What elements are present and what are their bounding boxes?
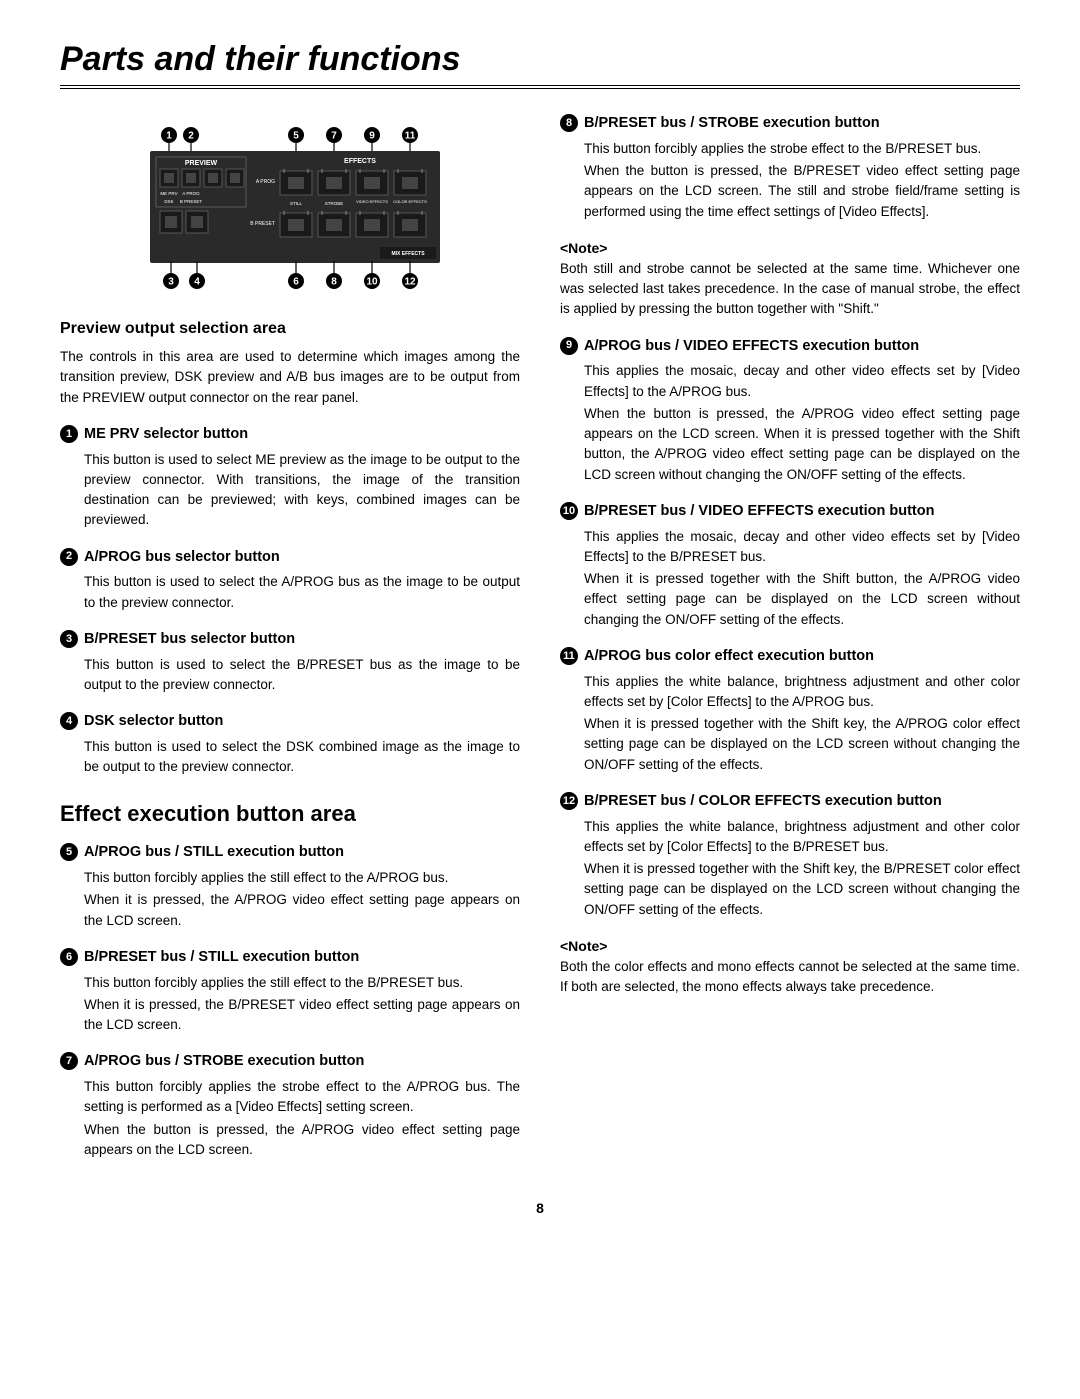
svg-text:A PROG: A PROG: [256, 179, 275, 185]
item-body: This applies the mosaic, decay and other…: [560, 361, 1020, 485]
svg-text:3: 3: [168, 277, 174, 288]
effect-area-heading: Effect execution button area: [60, 797, 520, 830]
callout-number: 8: [560, 114, 578, 132]
svg-text:B PRESET: B PRESET: [180, 199, 203, 204]
item-2: 2 A/PROG bus selector button This button i…: [60, 547, 520, 613]
item-body: This button forcibly applies the strobe …: [560, 139, 1020, 222]
callout-number: 7: [60, 1052, 78, 1070]
item-1: 1 ME PRV selector button This button is us…: [60, 424, 520, 531]
item-8: 8 B/PRESET bus / STROBE execution button T…: [560, 113, 1020, 222]
item-body: This button forcibly applies the still e…: [60, 973, 520, 1036]
note-2-body: Both the color effects and mono effects …: [560, 957, 1020, 998]
item-12: 12 B/PRESET bus / COLOR EFFECTS execution…: [560, 791, 1020, 920]
page-number: 8: [60, 1200, 1020, 1216]
note-2-head: <Note>: [560, 936, 1020, 957]
page-title: Parts and their functions: [60, 40, 1020, 89]
item-title: A/PROG bus / STROBE execution button: [84, 1051, 364, 1073]
item-body: This applies the white balance, brightne…: [560, 817, 1020, 920]
item-title: A/PROG bus selector button: [84, 547, 280, 569]
svg-text:EFFECTS: EFFECTS: [344, 158, 376, 165]
svg-text:PREVIEW: PREVIEW: [185, 160, 218, 167]
item-body: This button is used to select ME preview…: [60, 450, 520, 531]
svg-text:COLOR EFFECTS: COLOR EFFECTS: [393, 199, 427, 204]
callout-number: 4: [60, 712, 78, 730]
item-title: B/PRESET bus / VIDEO EFFECTS execution b…: [584, 501, 934, 523]
svg-text:4: 4: [194, 277, 200, 288]
item-7: 7 A/PROG bus / STROBE execution button Thi…: [60, 1051, 520, 1160]
svg-text:STILL: STILL: [290, 201, 303, 206]
panel-diagram: 1257911 PREVIEW ME PRV A PROG DSK B PRES…: [120, 121, 460, 301]
item-6: 6 B/PRESET bus / STILL execution button Th…: [60, 947, 520, 1036]
item-body: This button forcibly applies the still e…: [60, 868, 520, 931]
svg-text:8: 8: [331, 277, 337, 288]
item-3: 3 B/PRESET bus selector button This button…: [60, 629, 520, 695]
item-body: This button forcibly applies the strobe …: [60, 1077, 520, 1160]
left-column: 1257911 PREVIEW ME PRV A PROG DSK B PRES…: [60, 113, 520, 1176]
svg-text:11: 11: [405, 131, 416, 142]
svg-text:DSK: DSK: [164, 199, 173, 204]
svg-text:5: 5: [293, 131, 299, 142]
preview-area-intro: The controls in this area are used to de…: [60, 347, 520, 408]
item-title: A/PROG bus / VIDEO EFFECTS execution but…: [584, 336, 919, 358]
svg-text:ME PRV: ME PRV: [160, 191, 177, 196]
callout-number: 5: [60, 843, 78, 861]
note-1-head: <Note>: [560, 238, 1020, 259]
callout-number: 1: [60, 425, 78, 443]
item-9: 9 A/PROG bus / VIDEO EFFECTS execution bu…: [560, 336, 1020, 485]
item-body: This applies the white balance, brightne…: [560, 672, 1020, 775]
svg-text:12: 12: [404, 277, 416, 288]
svg-text:9: 9: [369, 131, 375, 142]
item-title: B/PRESET bus / STROBE execution button: [584, 113, 880, 135]
svg-text:1: 1: [166, 131, 172, 142]
svg-text:7: 7: [331, 131, 337, 142]
item-10: 10 B/PRESET bus / VIDEO EFFECTS execution…: [560, 501, 1020, 630]
item-title: A/PROG bus / STILL execution button: [84, 842, 344, 864]
callout-number: 3: [60, 630, 78, 648]
item-title: DSK selector button: [84, 711, 223, 733]
callout-number: 2: [60, 548, 78, 566]
item-title: B/PRESET bus selector button: [84, 629, 295, 651]
content-columns: 1257911 PREVIEW ME PRV A PROG DSK B PRES…: [60, 113, 1020, 1176]
svg-text:A PROG: A PROG: [182, 191, 200, 196]
item-title: A/PROG bus color effect execution button: [584, 646, 874, 668]
item-title: ME PRV selector button: [84, 424, 248, 446]
svg-text:STROBE: STROBE: [325, 201, 344, 206]
callout-number: 11: [560, 647, 578, 665]
item-body: This button is used to select the B/PRES…: [60, 655, 520, 696]
item-title: B/PRESET bus / STILL execution button: [84, 947, 359, 969]
svg-text:2: 2: [188, 131, 194, 142]
item-5: 5 A/PROG bus / STILL execution button This…: [60, 842, 520, 931]
item-11: 11 A/PROG bus color effect execution butt…: [560, 646, 1020, 775]
svg-text:MIX EFFECTS: MIX EFFECTS: [391, 251, 425, 257]
item-body: This applies the mosaic, decay and other…: [560, 527, 1020, 630]
svg-text:VIDEO EFFECTS: VIDEO EFFECTS: [356, 199, 388, 204]
right-column: 8 B/PRESET bus / STROBE execution button T…: [560, 113, 1020, 1176]
callout-number: 10: [560, 502, 578, 520]
item-title: B/PRESET bus / COLOR EFFECTS execution b…: [584, 791, 942, 813]
callout-number: 9: [560, 337, 578, 355]
preview-area-title: Preview output selection area: [60, 317, 520, 341]
callout-number: 6: [60, 948, 78, 966]
item-body: This button is used to select the DSK co…: [60, 737, 520, 778]
item-4: 4 DSK selector button This button is used …: [60, 711, 520, 777]
svg-text:B PRESET: B PRESET: [250, 221, 275, 227]
item-body: This button is used to select the A/PROG…: [60, 572, 520, 613]
note-1-body: Both still and strobe cannot be selected…: [560, 259, 1020, 320]
svg-text:10: 10: [366, 277, 378, 288]
callout-number: 12: [560, 792, 578, 810]
svg-text:6: 6: [293, 277, 299, 288]
